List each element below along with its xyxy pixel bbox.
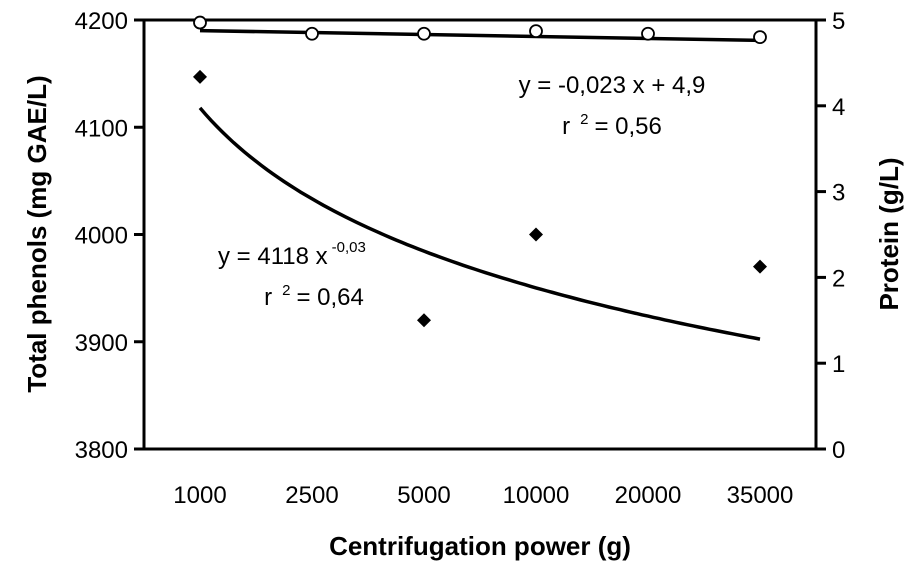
right-y-tick-label: 5 [832, 8, 845, 35]
power-r2: r 2 = 0,64 [264, 282, 364, 311]
x-tick-label: 2500 [285, 482, 338, 509]
power-equation: y = 4118 x -0,03 [218, 239, 366, 270]
data-point-phenols [193, 69, 207, 84]
trendline-power-phenols [198, 106, 761, 341]
right-y-tick-label: 4 [832, 94, 845, 121]
left-y-tick-label: 4100 [75, 115, 128, 142]
left-y-tick-label: 4200 [75, 8, 128, 35]
data-point-phenols [417, 313, 431, 328]
trendlines [198, 28, 761, 341]
power-r2-sup: 2 [282, 282, 290, 299]
right-y-tick-label: 3 [832, 180, 845, 207]
data-point-protein [641, 26, 655, 41]
x-tick-label: 35000 [727, 482, 794, 509]
linear-r2-value: = 0,56 [594, 113, 661, 140]
data-points [193, 15, 767, 328]
linear-equation: y = -0,023 x + 4,9 [519, 72, 706, 99]
x-axis-title: Centrifugation power (g) [329, 531, 631, 561]
axes [142, 18, 818, 451]
data-point-phenols [753, 259, 767, 274]
trendline-linear-protein [199, 28, 761, 43]
x-tick-label: 10000 [503, 482, 570, 509]
right-y-tick-label: 2 [832, 265, 845, 292]
linear-r2: r 2 = 0,56 [562, 111, 662, 140]
data-point-phenols [529, 227, 543, 242]
left-y-tick-label: 3800 [75, 437, 128, 464]
linear-r2-sup: 2 [580, 111, 588, 128]
power-r2-prefix: r [264, 284, 272, 311]
power-equation-exponent: -0,03 [332, 239, 366, 256]
ticks: 3800 3900 4000 4100 4200 0 1 2 3 4 5 1000 2500 5000 10… [75, 8, 846, 509]
axis-labels: Centrifugation power (g) Total phenols (… [22, 75, 904, 561]
left-y-tick-label: 4000 [75, 223, 128, 250]
linear-r2-prefix: r [562, 113, 570, 140]
data-point-protein [417, 26, 431, 41]
power-equation-base: y = 4118 x [218, 243, 328, 270]
data-point-protein [753, 30, 767, 45]
left-y-axis-title: Total phenols (mg GAE/L) [22, 75, 52, 392]
data-point-protein [305, 26, 319, 41]
data-point-protein [529, 24, 543, 39]
right-y-axis-title: Protein (g/L) [874, 157, 904, 310]
x-tick-label: 1000 [173, 482, 226, 509]
left-y-tick-label: 3900 [75, 330, 128, 357]
x-tick-label: 20000 [615, 482, 682, 509]
x-tick-label: 5000 [397, 482, 450, 509]
power-r2-value: = 0,64 [296, 284, 363, 311]
data-point-protein [193, 15, 207, 30]
trendline-equations: y = -0,023 x + 4,9 r 2 = 0,56 y = 4118 x -0… [218, 72, 705, 311]
right-y-tick-label: 1 [832, 351, 845, 378]
right-y-tick-label: 0 [832, 437, 845, 464]
